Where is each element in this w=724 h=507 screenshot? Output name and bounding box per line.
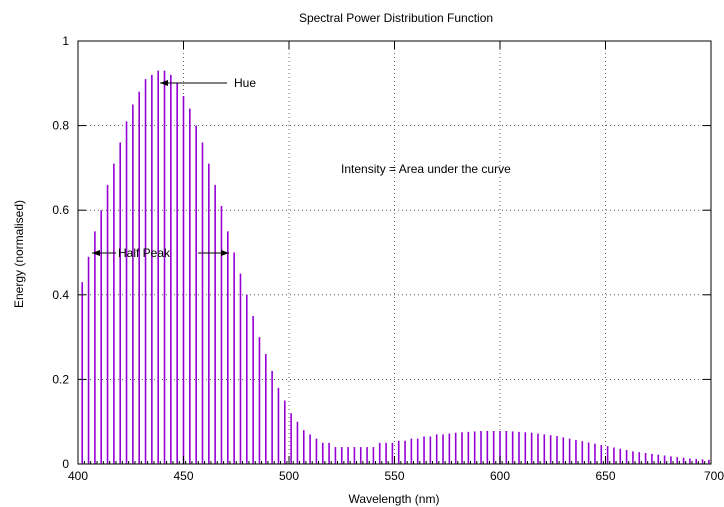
- x-tick-label-400: 400: [68, 469, 88, 483]
- y-axis-label: Energy (normalised): [12, 200, 26, 308]
- y-tick-label-0.6: 0.6: [52, 203, 69, 217]
- half-peak-left-head: [92, 250, 100, 256]
- half-peak-right-head: [221, 250, 229, 256]
- plot-frame: [77, 40, 712, 465]
- x-tick-label-550: 550: [384, 469, 404, 483]
- y-tick-label-0.4: 0.4: [52, 288, 69, 302]
- y-tick-label-0: 0: [62, 457, 69, 471]
- x-tick-label-650: 650: [595, 469, 615, 483]
- x-tick-label-600: 600: [490, 469, 510, 483]
- intensity-label: Intensity = Area under the curve: [341, 162, 511, 176]
- annotations: Hue Half Peak Intensity = Area under the…: [92, 76, 511, 260]
- half-peak-label: Half Peak: [118, 246, 171, 260]
- y-tick-label-1: 1: [62, 34, 69, 48]
- x-axis-label: Wavelength (nm): [349, 492, 440, 506]
- x-tick-label-500: 500: [279, 469, 299, 483]
- axis-ticks: [77, 40, 712, 465]
- bar-series: [81, 70, 710, 464]
- hue-arrow-head: [160, 80, 168, 86]
- y-tick-labels: 0 0.2 0.4 0.6 0.8 1: [52, 34, 69, 471]
- x-tick-label-450: 450: [173, 469, 193, 483]
- chart-title: Spectral Power Distribution Function: [299, 11, 493, 25]
- y-tick-label-0.8: 0.8: [52, 119, 69, 133]
- y-tick-label-0.2: 0.2: [52, 372, 69, 386]
- x-tick-label-700: 700: [704, 469, 724, 483]
- hue-label: Hue: [234, 76, 256, 90]
- grid: [78, 41, 711, 464]
- x-tick-labels: 400 450 500 550 600 650 700: [68, 469, 724, 483]
